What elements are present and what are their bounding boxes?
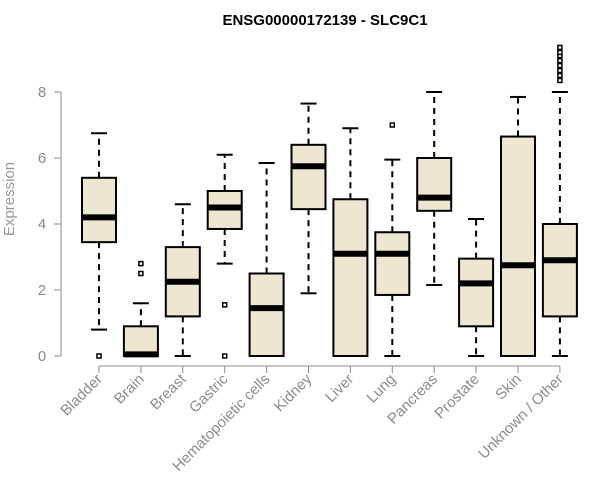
outlier-point <box>138 260 144 267</box>
box-iqr <box>290 143 327 211</box>
box-prostate <box>458 218 495 357</box>
box-iqr <box>248 272 285 357</box>
box-breast <box>164 203 201 357</box>
box-kidney <box>290 102 327 295</box>
y-tick-label: 8 <box>38 84 46 101</box>
outlier-point <box>221 353 228 359</box>
x-tick-label: Lung <box>364 371 400 407</box>
x-tick-label: Prostate <box>431 371 483 423</box>
x-tick-label: Kidney <box>271 370 316 415</box>
box-iqr <box>500 135 536 357</box>
x-tick-label: Breast <box>147 370 190 413</box>
x-tick-label: Liver <box>322 371 357 406</box>
box-unknown-other <box>541 44 578 357</box>
outlier-point <box>389 122 396 128</box>
box-iqr <box>416 157 453 212</box>
outlier-point <box>557 72 563 79</box>
y-tick-label: 4 <box>38 216 46 233</box>
outlier-point <box>138 270 144 277</box>
x-tick-label: Skin <box>492 371 525 404</box>
box-pancreas <box>416 91 453 287</box>
box-lung <box>374 122 411 357</box>
box-liver <box>332 127 369 357</box>
y-axis-label: Expression <box>1 162 18 236</box>
y-axis: 0 2 4 6 8 <box>38 84 62 365</box>
y-tick-label: 0 <box>38 348 46 365</box>
outlier-point <box>557 62 563 69</box>
outlier-point <box>557 49 563 56</box>
box-gastric <box>206 153 243 359</box>
outlier-point <box>557 77 563 84</box>
y-tick-label: 2 <box>38 282 46 299</box>
box-iqr <box>122 325 159 357</box>
box-iqr <box>81 176 117 244</box>
x-tick-label: Bladder <box>57 371 106 420</box>
y-tick-label: 6 <box>38 150 46 167</box>
outlier-point <box>221 302 228 308</box>
chart-title: ENSG00000172139 - SLC9C1 <box>222 12 427 29</box>
box-iqr <box>541 223 578 318</box>
outlier-point <box>557 44 563 51</box>
outlier-point <box>557 57 563 64</box>
box-brain <box>122 260 159 358</box>
x-tick-label: Brain <box>111 371 148 408</box>
box-hematopoietic-cells <box>248 161 285 357</box>
box-iqr <box>458 257 495 328</box>
box-iqr <box>374 231 411 296</box>
box-skin <box>500 95 536 357</box>
box-iqr <box>332 198 369 357</box>
outlier-point <box>557 67 563 74</box>
box-bladder <box>81 132 117 359</box>
boxes-group <box>81 44 578 359</box>
outlier-point <box>96 353 102 359</box>
